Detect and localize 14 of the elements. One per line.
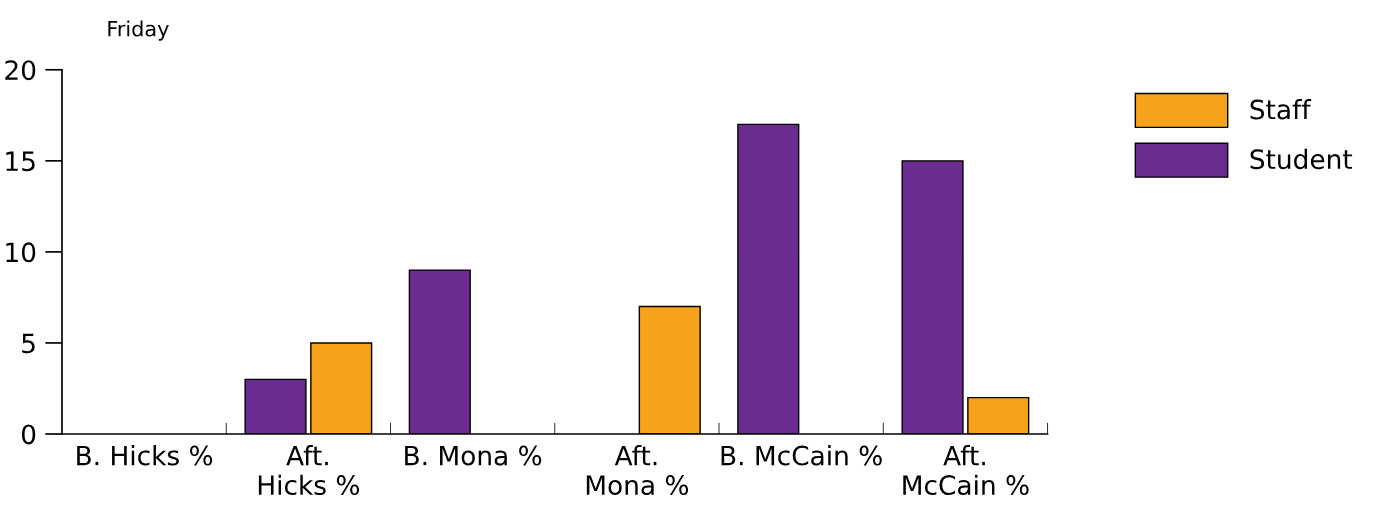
y-tick-label: 20 [5, 60, 36, 81]
legend-label: Student [1250, 148, 1353, 170]
chart-title: Friday [108, 20, 169, 41]
x-tick-label: B. McCain % [721, 445, 882, 466]
y-tick-label: 15 [6, 151, 35, 172]
x-tick-label: Aft. Mona % [586, 445, 689, 496]
y-tick-label: 0 [21, 424, 36, 445]
y-tick-label: 5 [22, 333, 35, 354]
x-tick-label: Aft. McCain % [903, 445, 1029, 496]
x-tick-label: B. Hicks % [77, 445, 213, 466]
legend-label: Staff [1250, 99, 1312, 120]
x-tick-label: B. Mona % [405, 445, 542, 466]
y-tick-label: 10 [6, 242, 36, 263]
x-tick-label: Aft. Hicks % [258, 445, 360, 496]
